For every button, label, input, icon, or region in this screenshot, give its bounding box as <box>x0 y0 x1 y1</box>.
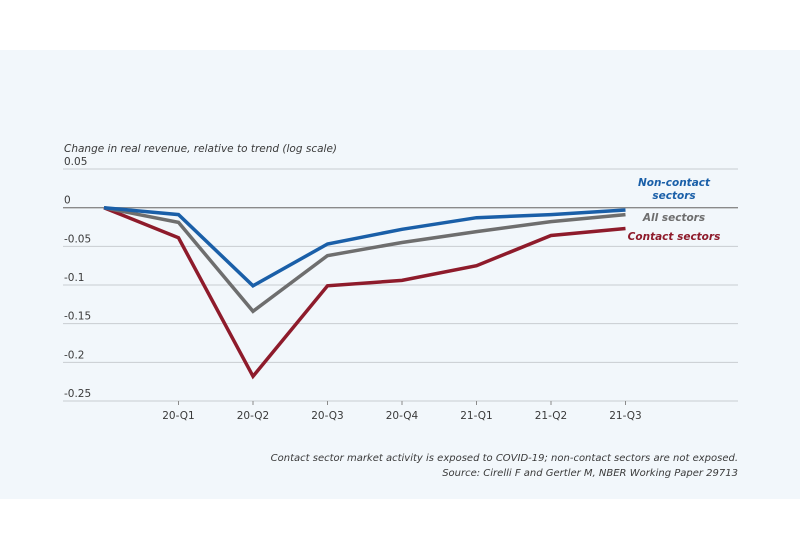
y-tick-label: -0.2 <box>64 349 85 361</box>
y-tick-label: -0.05 <box>64 233 91 245</box>
y-tick-label: 0 <box>64 195 71 207</box>
y-tick-label: -0.25 <box>64 388 91 400</box>
y-tick-labels: 0.05 0 -0.05 -0.1 -0.15 -0.2 -0.25 <box>64 156 91 400</box>
x-axis: 20-Q1 20-Q2 20-Q3 20-Q4 21-Q1 21-Q2 21-Q3 <box>162 401 642 422</box>
series-line-all-sectors <box>103 205 626 314</box>
y-axis-title: Change in real revenue, relative to tren… <box>64 143 337 155</box>
y-tick-label: -0.1 <box>64 272 85 284</box>
x-tick-label: 20-Q3 <box>311 410 343 422</box>
series-label: sectors <box>652 190 695 202</box>
source-note: Source: Cirelli F and Gertler M, NBER Wo… <box>442 468 738 479</box>
y-tick-label: 0.05 <box>64 156 87 168</box>
series-line-contact-sectors <box>103 206 626 380</box>
series-lines <box>103 205 626 380</box>
series-line-non-contact-sectors <box>103 205 626 288</box>
gridlines <box>63 168 738 402</box>
series-label: Contact sectors <box>628 231 721 243</box>
x-tick-label: 21-Q1 <box>460 410 492 422</box>
x-tick-label: 21-Q2 <box>535 410 567 422</box>
x-tick-label: 20-Q4 <box>386 410 419 422</box>
x-tick-label: 21-Q3 <box>609 410 641 422</box>
x-tick-label: 20-Q1 <box>162 410 194 422</box>
chart-panel <box>0 50 800 499</box>
series-label: Non-contact <box>638 177 711 189</box>
series-label: All sectors <box>642 212 705 224</box>
y-tick-label: -0.15 <box>64 311 91 323</box>
footnote: Contact sector market activity is expose… <box>271 453 738 464</box>
x-tick-label: 20-Q2 <box>237 410 269 422</box>
